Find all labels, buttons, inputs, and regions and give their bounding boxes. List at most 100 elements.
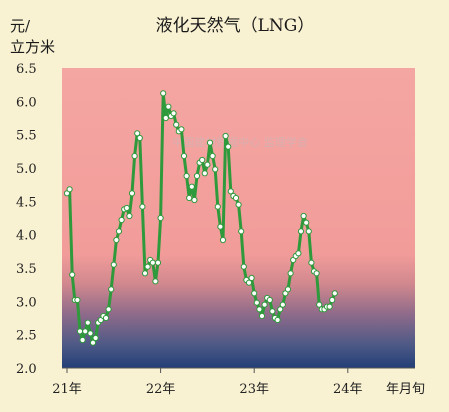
data-point: [222, 132, 229, 140]
data-point: [105, 306, 112, 313]
data-point: [201, 170, 208, 177]
data-point: [82, 328, 89, 335]
data-point: [308, 259, 315, 266]
data-point: [115, 228, 123, 235]
data-point: [186, 194, 193, 202]
data-point: [214, 203, 221, 210]
y-tick-label: 4.0: [16, 229, 37, 244]
data-point: [261, 301, 268, 308]
data-point: [152, 278, 159, 285]
data-point: [69, 271, 76, 278]
data-point: [212, 166, 219, 173]
data-point: [178, 126, 185, 133]
data-point: [251, 290, 258, 297]
y-tick-label: 5.0: [16, 162, 37, 177]
data-point: [256, 306, 263, 313]
y-tick-label: 3.5: [16, 262, 37, 277]
data-point: [74, 296, 81, 304]
y-tick-label: 5.5: [16, 129, 37, 144]
data-point: [193, 172, 201, 180]
data-point: [227, 188, 234, 195]
watermark: 中国建材数据中心 监理学会: [172, 135, 308, 149]
data-point: [89, 339, 97, 346]
data-point: [235, 201, 242, 208]
data-point: [199, 156, 206, 164]
data-point: [165, 103, 172, 110]
data-point: [160, 90, 167, 97]
chart-title: 液化天然气（LNG）: [156, 16, 315, 36]
data-point: [209, 152, 216, 160]
data-point: [92, 334, 99, 342]
y-tick-label: 2.5: [16, 329, 37, 344]
x-axis-title: 年月旬: [386, 382, 425, 397]
y-tick-label: 4.5: [16, 195, 37, 210]
x-tick-label: 21年: [52, 382, 82, 397]
data-point: [297, 228, 305, 235]
data-point: [183, 172, 190, 180]
data-point: [316, 301, 323, 308]
data-point: [238, 228, 245, 235]
data-point: [108, 286, 115, 293]
data-point: [295, 250, 302, 257]
data-point: [144, 263, 151, 270]
data-point: [154, 259, 162, 266]
data-point: [79, 336, 86, 344]
data-point: [266, 296, 273, 304]
data-point: [329, 296, 336, 304]
series-markers: [63, 90, 338, 346]
y-axis-unit-line2: 立方米: [10, 38, 55, 56]
data-point: [87, 330, 94, 337]
data-point: [300, 212, 307, 220]
data-point: [131, 152, 138, 160]
data-point: [102, 314, 110, 322]
data-point: [136, 134, 143, 142]
data-point: [240, 263, 247, 270]
data-point: [76, 328, 84, 335]
data-point: [232, 194, 240, 202]
data-point: [277, 306, 284, 313]
data-point: [225, 143, 232, 150]
data-point: [303, 219, 310, 226]
data-point: [219, 236, 227, 244]
y-tick-label: 2.0: [16, 362, 37, 377]
x-axis: 21年 22年 23年 24年: [52, 368, 363, 397]
data-point: [204, 161, 211, 168]
x-tick-label: 24年: [333, 382, 363, 397]
data-point: [180, 152, 188, 160]
data-point: [126, 212, 133, 220]
data-point: [253, 299, 260, 306]
data-point: [84, 319, 91, 326]
data-point: [269, 308, 276, 315]
data-point: [139, 203, 146, 210]
y-tick-label: 6.0: [16, 95, 37, 110]
data-point: [279, 301, 286, 308]
data-point: [326, 303, 333, 310]
data-point: [141, 270, 149, 277]
data-point: [66, 186, 73, 193]
data-point: [118, 216, 125, 224]
data-point: [134, 130, 141, 137]
data-point: [245, 279, 253, 286]
data-point: [162, 114, 169, 122]
data-point: [206, 139, 214, 146]
data-point: [128, 190, 136, 197]
y-tick-label: 3.0: [16, 295, 37, 310]
data-point: [191, 196, 198, 204]
x-tick-label: 23年: [239, 382, 269, 397]
data-point: [305, 228, 312, 235]
x-tick-label: 22年: [146, 382, 176, 397]
data-point: [284, 286, 292, 293]
data-point: [188, 183, 195, 190]
data-point: [110, 261, 117, 268]
y-tick-label: 6.5: [16, 62, 37, 77]
data-point: [313, 270, 320, 277]
data-point: [274, 316, 281, 324]
data-point: [287, 270, 294, 277]
data-point: [113, 236, 120, 244]
data-point: [258, 312, 266, 320]
data-point: [173, 121, 180, 128]
data-point: [157, 214, 164, 222]
data-point: [149, 259, 156, 266]
data-point: [248, 274, 255, 282]
